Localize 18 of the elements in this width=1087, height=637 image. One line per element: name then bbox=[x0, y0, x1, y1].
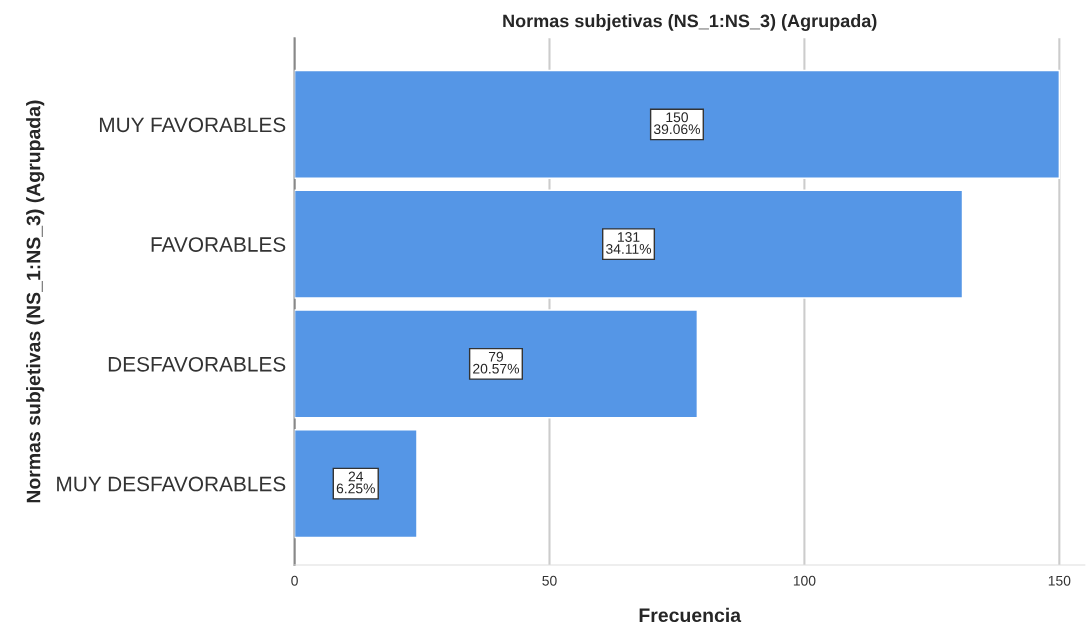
x-tick-label: 50 bbox=[542, 575, 557, 586]
y-axis-title: Normas subjetivas (NS_1:NS_3) (Agrupada) bbox=[26, 100, 45, 503]
chart-title: Normas subjetivas (NS_1:NS_3) (Agrupada) bbox=[503, 14, 877, 31]
data-label: 24 6.25% bbox=[336, 471, 375, 494]
x-axis-title: Frecuencia bbox=[639, 607, 742, 623]
data-label: 79 20.57% bbox=[473, 351, 520, 374]
data-label: 131 34.11% bbox=[606, 232, 652, 254]
bar bbox=[294, 309, 699, 419]
y-tick-label: DESFAVORABLES bbox=[108, 356, 286, 372]
y-tick-label: MUY FAVORABLES bbox=[99, 117, 286, 133]
data-label: 150 39.06% bbox=[653, 112, 701, 135]
y-tick-label: FAVORABLES bbox=[151, 237, 286, 252]
x-tick-label: 0 bbox=[291, 575, 298, 586]
x-tick-label: 100 bbox=[793, 575, 816, 586]
x-tick-label: 150 bbox=[1048, 575, 1071, 586]
bar bbox=[294, 69, 1061, 179]
bar bbox=[294, 189, 964, 299]
y-tick-label: MUY DESFAVORABLES bbox=[57, 476, 286, 492]
